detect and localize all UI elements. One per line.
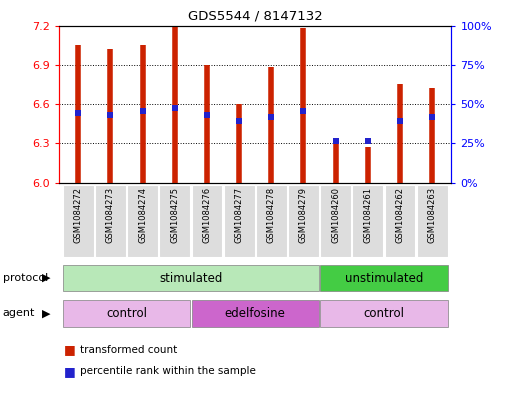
Text: GSM1084279: GSM1084279: [299, 187, 308, 243]
Text: GSM1084274: GSM1084274: [138, 187, 147, 243]
Text: GSM1084276: GSM1084276: [203, 187, 211, 243]
Text: edelfosine: edelfosine: [225, 307, 286, 320]
Text: transformed count: transformed count: [80, 345, 177, 355]
Text: GDS5544 / 8147132: GDS5544 / 8147132: [188, 10, 323, 23]
Text: GSM1084261: GSM1084261: [363, 187, 372, 243]
Point: [171, 105, 179, 111]
Point: [74, 110, 83, 116]
Bar: [63, 265, 319, 291]
Bar: [352, 185, 383, 257]
Bar: [127, 185, 158, 257]
Text: agent: agent: [3, 309, 35, 318]
Bar: [320, 185, 351, 257]
Text: GSM1084263: GSM1084263: [428, 187, 437, 243]
Point: [300, 108, 308, 114]
Text: GSM1084277: GSM1084277: [234, 187, 244, 243]
Point: [331, 138, 340, 144]
Text: control: control: [106, 307, 147, 320]
Text: GSM1084275: GSM1084275: [170, 187, 180, 243]
Bar: [288, 185, 319, 257]
Text: control: control: [363, 307, 404, 320]
Text: GSM1084278: GSM1084278: [267, 187, 276, 243]
Bar: [256, 185, 287, 257]
Text: percentile rank within the sample: percentile rank within the sample: [80, 366, 255, 376]
Point: [235, 118, 243, 124]
Bar: [63, 185, 94, 257]
Bar: [95, 185, 126, 257]
Bar: [191, 185, 223, 257]
Text: stimulated: stimulated: [159, 272, 223, 285]
Text: ■: ■: [64, 343, 76, 356]
Bar: [320, 300, 447, 327]
Point: [106, 112, 114, 118]
Text: ▶: ▶: [42, 273, 50, 283]
Point: [203, 112, 211, 118]
Text: GSM1084272: GSM1084272: [74, 187, 83, 243]
Bar: [224, 185, 254, 257]
Point: [396, 118, 404, 124]
Text: GSM1084260: GSM1084260: [331, 187, 340, 243]
Bar: [160, 185, 190, 257]
Bar: [385, 185, 416, 257]
Text: ▶: ▶: [42, 309, 50, 318]
Point: [139, 108, 147, 114]
Bar: [417, 185, 447, 257]
Text: unstimulated: unstimulated: [345, 272, 423, 285]
Bar: [63, 300, 190, 327]
Text: GSM1084273: GSM1084273: [106, 187, 115, 243]
Point: [267, 114, 275, 120]
Text: ■: ■: [64, 365, 76, 378]
Bar: [320, 265, 447, 291]
Text: protocol: protocol: [3, 273, 48, 283]
Text: GSM1084262: GSM1084262: [396, 187, 404, 243]
Point: [364, 138, 372, 144]
Bar: [191, 300, 319, 327]
Point: [428, 114, 436, 120]
